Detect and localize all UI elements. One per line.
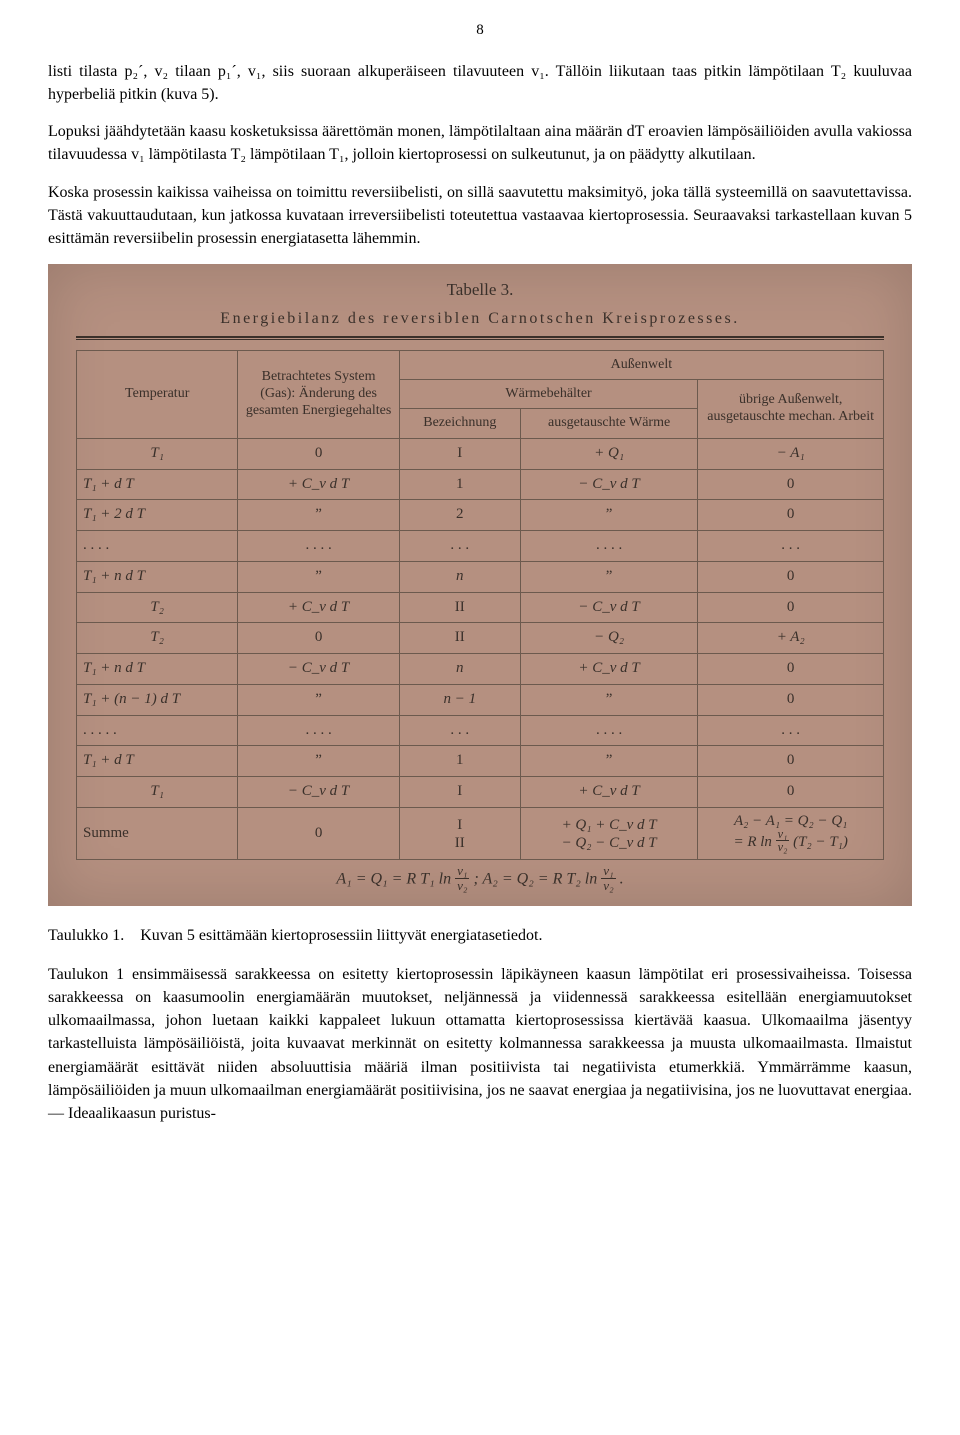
cell: 0 bbox=[698, 654, 884, 685]
cell: ” bbox=[238, 561, 399, 592]
cell: . . . bbox=[399, 531, 520, 562]
cell: 0 bbox=[698, 561, 884, 592]
cell: ” bbox=[238, 684, 399, 715]
cell: . . . bbox=[698, 715, 884, 746]
cell: I bbox=[399, 438, 520, 469]
cell-sum-w: + Q₁ + C_v d T − Q₂ − C_v d T bbox=[520, 807, 698, 860]
cell: + C_v d T bbox=[520, 654, 698, 685]
cell: . . . . bbox=[520, 715, 698, 746]
th-mech: übrige Außenwelt, ausgetauschte mechan. … bbox=[698, 380, 884, 439]
paragraph-1: listi tilasta p₂´, v₂ tilaan p₁´, v₁, si… bbox=[48, 60, 912, 106]
cell: . . . . bbox=[520, 531, 698, 562]
cell: T₁ + n d T bbox=[77, 561, 238, 592]
cell: 0 bbox=[238, 623, 399, 654]
cell: − Q₂ bbox=[520, 623, 698, 654]
page-number: 8 bbox=[48, 20, 912, 42]
cell: T₁ + (n − 1) d T bbox=[77, 684, 238, 715]
cell: . . . bbox=[399, 715, 520, 746]
cell: ” bbox=[520, 746, 698, 777]
cell: − C_v d T bbox=[520, 592, 698, 623]
cell: . . . . . bbox=[77, 715, 238, 746]
cell: n − 1 bbox=[399, 684, 520, 715]
cell: . . . . bbox=[77, 531, 238, 562]
cell: 2 bbox=[399, 500, 520, 531]
cell-sum-a: A₂ − A₁ = Q₂ − Q₁ = R ln v₁v₂ (T₂ − T₁) bbox=[698, 807, 884, 860]
table-title: Tabelle 3. bbox=[76, 278, 884, 303]
cell: − C_v d T bbox=[520, 469, 698, 500]
cell: − C_v d T bbox=[238, 777, 399, 808]
cell: T₁ + d T bbox=[77, 746, 238, 777]
th-ausw: ausgetauschte Wärme bbox=[520, 409, 698, 438]
cell: ” bbox=[520, 500, 698, 531]
cell: 0 bbox=[698, 500, 884, 531]
th-warmebehalter: Wärmebehälter bbox=[399, 380, 698, 409]
cell: T₂ bbox=[77, 623, 238, 654]
cell: ” bbox=[520, 561, 698, 592]
cell: . . . . bbox=[238, 715, 399, 746]
cell: ” bbox=[520, 684, 698, 715]
carnot-table-image: Tabelle 3. Energiebilanz des reversiblen… bbox=[48, 264, 912, 906]
cell: I bbox=[399, 777, 520, 808]
carnot-table: Temperatur Betrachtetes System (Gas): Än… bbox=[76, 350, 884, 860]
formula-line: A₁ = Q₁ = R T₁ ln v₁v₂ ; A₂ = Q₂ = R T₂ … bbox=[76, 860, 884, 895]
cell: ” bbox=[238, 500, 399, 531]
th-temp: Temperatur bbox=[77, 350, 238, 438]
cell: 0 bbox=[698, 746, 884, 777]
cell: . . . bbox=[698, 531, 884, 562]
cell: 0 bbox=[238, 438, 399, 469]
cell: + A₂ bbox=[698, 623, 884, 654]
cell: 1 bbox=[399, 469, 520, 500]
table-caption: Taulukko 1. Kuvan 5 esittämään kiertopro… bbox=[48, 924, 912, 947]
cell: + C_v d T bbox=[238, 592, 399, 623]
cell: n bbox=[399, 561, 520, 592]
cell: II bbox=[399, 592, 520, 623]
cell: T₁ + 2 d T bbox=[77, 500, 238, 531]
cell: + C_v d T bbox=[238, 469, 399, 500]
th-system: Betrachtetes System (Gas): Änderung des … bbox=[238, 350, 399, 438]
cell: − C_v d T bbox=[238, 654, 399, 685]
cell: T₁ + d T bbox=[77, 469, 238, 500]
cell-sum-label: Summe bbox=[77, 807, 238, 860]
cell: T₂ bbox=[77, 592, 238, 623]
cell: T₁ bbox=[77, 777, 238, 808]
cell-sum-bez: I II bbox=[399, 807, 520, 860]
cell: 0 bbox=[698, 592, 884, 623]
cell: 0 bbox=[698, 684, 884, 715]
cell: 0 bbox=[698, 469, 884, 500]
cell: T₁ + n d T bbox=[77, 654, 238, 685]
paragraph-3: Koska prosessin kaikissa vaiheissa on to… bbox=[48, 181, 912, 251]
paragraph-2: Lopuksi jäähdytetään kaasu kosketuksissa… bbox=[48, 120, 912, 166]
cell: T₁ bbox=[77, 438, 238, 469]
cell: 0 bbox=[698, 777, 884, 808]
cell: 1 bbox=[399, 746, 520, 777]
cell-sum-sys: 0 bbox=[238, 807, 399, 860]
paragraph-4: Taulukon 1 ensimmäisessä sarakkeessa on … bbox=[48, 963, 912, 1125]
cell: − A₁ bbox=[698, 438, 884, 469]
cell: + C_v d T bbox=[520, 777, 698, 808]
cell: II bbox=[399, 623, 520, 654]
table-subtitle: Energiebilanz des reversiblen Carnotsche… bbox=[76, 307, 884, 330]
cell: . . . . bbox=[238, 531, 399, 562]
cell: n bbox=[399, 654, 520, 685]
th-aussenwelt: Außenwelt bbox=[399, 350, 883, 379]
th-bez: Bezeichnung bbox=[399, 409, 520, 438]
cell: + Q₁ bbox=[520, 438, 698, 469]
cell: ” bbox=[238, 746, 399, 777]
